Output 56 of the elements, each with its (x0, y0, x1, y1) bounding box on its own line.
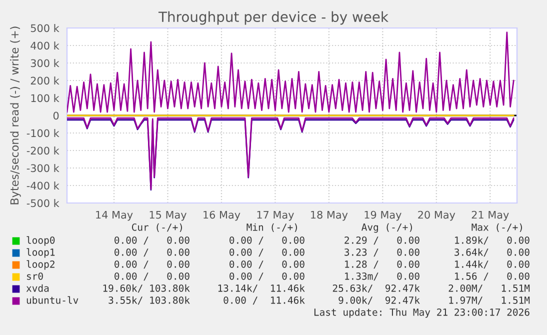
text: 0.00 / 0.00 (114, 272, 190, 281)
chart-title: Throughput per device - by week (158, 11, 388, 25)
text: 2.00M/ 1.51M (448, 284, 530, 293)
text: 1.44k/ 0.00 (455, 260, 530, 269)
text: 13.14k/ 11.46k (218, 284, 305, 293)
x-tick-label: 20 May (418, 210, 456, 221)
y-tick-label: 200 k (30, 76, 60, 85)
y-tick-label: -300 k (26, 164, 60, 172)
x-tick-label: 19 May (364, 210, 402, 221)
text: 1.33m/ 0.00 (345, 272, 420, 281)
y-tick-label: -400 k (26, 182, 60, 190)
y-tick-label: 400 k (30, 42, 60, 50)
x-tick-label: 18 May (311, 210, 348, 221)
text: 1.89k/ 0.00 (455, 236, 530, 245)
text: Max (-/+) (472, 223, 522, 232)
y-tick-label: -100 k (26, 129, 60, 138)
text: 3.64k/ 0.00 (454, 248, 530, 257)
text: 1.28 / 0.00 (345, 260, 420, 269)
y-tick-label: 500 k (30, 24, 60, 32)
legend-label: xvda (26, 284, 49, 292)
y-tick-label: -500 k (26, 199, 60, 208)
y-tick-label: 300 k (30, 59, 60, 68)
y-tick-label: 0 (53, 112, 59, 120)
text: 3.23 / 0.00 (344, 248, 420, 257)
legend-label: loop2 (26, 260, 54, 270)
legend-label: sr0 (27, 272, 43, 280)
x-tick-label: 15 May (150, 210, 186, 221)
legend-label: loop1 (26, 248, 55, 258)
x-tick-label: 21 May (472, 210, 509, 221)
text: 3.55k/ 103.80k (108, 296, 190, 305)
legend-label: ubuntu-lv (26, 296, 78, 304)
text: 0.00 / 0.00 (114, 248, 190, 257)
legend-label: loop0 (26, 236, 55, 246)
y-axis-title: Bytes/second read (-) / write (+) (10, 26, 21, 204)
text: 0.00 / 0.00 (114, 236, 190, 245)
text: Avg (-/+) (362, 223, 412, 233)
text: 0.00 / 0.00 (230, 260, 304, 269)
text: 25.63k/ 92.47k (332, 284, 420, 293)
text: 0.00 / 0.00 (230, 248, 304, 257)
y-tick-label: 100 k (31, 94, 60, 102)
text: 19.60k/ 103.80k (103, 284, 190, 293)
text: Cur (-/+) (132, 223, 182, 232)
text: 9.00k/ 92.47k (338, 296, 420, 305)
text: 0.00 / 0.00 (230, 272, 304, 281)
text: 1.97M/ 1.51M (449, 296, 530, 305)
text: 1.56 / 0.00 (455, 272, 530, 281)
text: 0.00 / 11.46k (224, 296, 305, 305)
text: Min (-/+) (246, 223, 297, 232)
text: Last update: Thu May 21 23:00:17 2026 (314, 308, 530, 318)
text: 2.29 / 0.00 (344, 236, 420, 245)
text: 0.00 / 0.00 (114, 260, 190, 269)
text: 0.00 / 0.00 (230, 236, 304, 245)
x-tick-label: 16 May (204, 210, 240, 221)
y-tick-label: -200 k (26, 146, 60, 155)
x-tick-label: 17 May (257, 210, 294, 221)
x-tick-label: 14 May (96, 210, 133, 221)
